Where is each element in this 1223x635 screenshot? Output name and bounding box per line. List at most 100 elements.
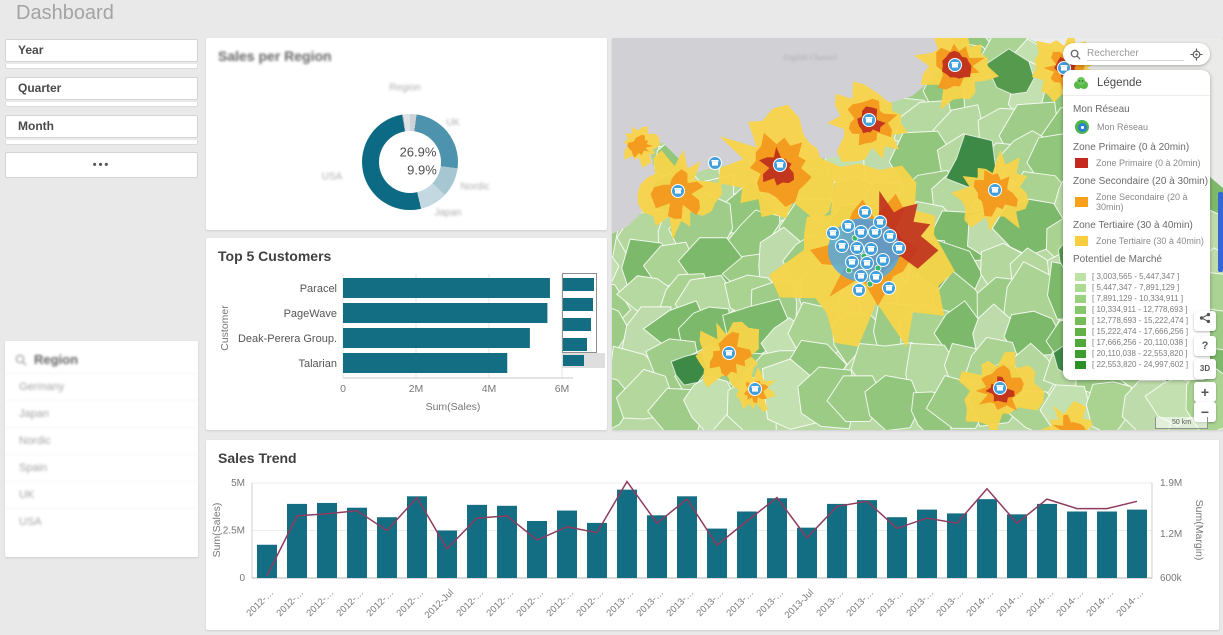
svg-text:2013-…: 2013-…	[634, 587, 666, 619]
legend-section-label: Zone Tertiaire (30 à 40min)	[1073, 220, 1193, 231]
top5-bar-1[interactable]	[343, 278, 550, 298]
region-listbox-title: Region	[34, 352, 79, 367]
map-zoom-in-button[interactable]: +	[1194, 382, 1216, 402]
filter-box-year[interactable]: Year	[5, 39, 198, 62]
map-store-marker[interactable]	[862, 113, 876, 127]
svg-text:2012-…: 2012-…	[514, 587, 546, 619]
map-store-marker[interactable]	[845, 255, 859, 269]
map-3d-button[interactable]: 3D	[1194, 359, 1216, 379]
map-store-marker[interactable]	[869, 270, 883, 284]
region-item-usa[interactable]: USA	[5, 508, 198, 535]
map-store-marker[interactable]	[993, 381, 1007, 395]
map-store-marker[interactable]	[860, 256, 874, 270]
top5-bar-3[interactable]	[343, 328, 530, 348]
map-store-marker[interactable]	[835, 239, 849, 253]
trend-bar[interactable]	[287, 503, 307, 578]
trend-bar[interactable]	[1127, 509, 1147, 578]
map-store-marker[interactable]	[671, 184, 685, 198]
map-search-bar[interactable]: Rechercher	[1063, 43, 1210, 65]
trend-bar[interactable]	[737, 511, 757, 579]
map-store-marker[interactable]	[876, 253, 890, 267]
market-potential-range: [ 7,891,129 - 10,334,911 ]	[1092, 294, 1184, 303]
trend-bar[interactable]	[497, 505, 517, 578]
map-store-marker[interactable]	[826, 226, 840, 240]
map-store-marker[interactable]	[773, 158, 787, 172]
trend-bar[interactable]	[347, 507, 367, 578]
trend-bar[interactable]	[527, 521, 547, 578]
trend-bar[interactable]	[257, 544, 277, 578]
trend-bar[interactable]	[767, 498, 787, 578]
map-store-marker[interactable]	[748, 382, 762, 396]
trend-margin-line[interactable]	[266, 480, 1138, 577]
trend-bar[interactable]	[647, 515, 667, 578]
trend-bar[interactable]	[797, 527, 817, 578]
trend-bar[interactable]	[617, 489, 637, 578]
trend-bar[interactable]	[1097, 511, 1117, 579]
top5-mini-bar	[563, 338, 588, 351]
donut-label-japan: Japan	[434, 207, 462, 219]
map-store-marker[interactable]	[988, 183, 1002, 197]
map-store-marker[interactable]	[708, 156, 722, 170]
trend-bar[interactable]	[827, 503, 847, 578]
map-search-placeholder[interactable]: Rechercher	[1087, 47, 1184, 61]
trend-bar[interactable]	[317, 502, 337, 578]
map-store-marker[interactable]	[873, 215, 887, 229]
trend-bar[interactable]	[467, 504, 487, 578]
map-store-marker[interactable]	[841, 219, 855, 233]
legend-item-label: Zone Secondaire (20 à 30min)	[1096, 192, 1188, 212]
filter-box-quarter[interactable]: Quarter	[5, 77, 198, 100]
trend-bar[interactable]	[407, 496, 427, 578]
trend-bar[interactable]	[1007, 514, 1027, 578]
market-potential-row: [ 7,891,129 - 10,334,911 ]	[1075, 293, 1210, 304]
trend-bar[interactable]	[587, 522, 607, 578]
map-store-marker[interactable]	[892, 241, 906, 255]
map-help-button[interactable]: ?	[1194, 336, 1216, 356]
filter-box-month[interactable]: Month	[5, 115, 198, 138]
map-store-marker[interactable]	[852, 283, 866, 297]
svg-text:2014-…: 2014-…	[1054, 587, 1086, 619]
sales-trend-combo-chart[interactable]: 02.5M5M600k1.2M1.9M2012-…2012-…2012-…201…	[206, 440, 1219, 630]
svg-text:2014-…: 2014-…	[964, 587, 996, 619]
map-store-marker[interactable]	[850, 241, 864, 255]
region-listbox-header[interactable]: Region	[5, 341, 198, 373]
map-store-marker[interactable]	[864, 242, 878, 256]
region-item-nordic[interactable]: Nordic	[5, 427, 198, 454]
trend-bar[interactable]	[947, 513, 967, 578]
map-card[interactable]: English Channel Rechercher Légende Mon R…	[612, 38, 1223, 430]
more-filters-button[interactable]: •••	[5, 152, 198, 178]
trend-bar[interactable]	[887, 517, 907, 578]
map-legend-panel[interactable]: Légende Mon Réseau Mon Réseau Zone Primair…	[1063, 70, 1210, 380]
trend-bar[interactable]	[437, 530, 457, 579]
trend-bar[interactable]	[857, 500, 877, 578]
scrollbar-thumb[interactable]	[1218, 192, 1223, 272]
map-store-marker[interactable]	[948, 58, 962, 72]
top5-bar-chart[interactable]: 0 2M 4M 6M Paracel PageWave Deak-Perera Group.…	[206, 238, 607, 430]
map-store-marker[interactable]	[854, 269, 868, 283]
svg-text:2.5M: 2.5M	[223, 526, 245, 537]
top5-bar-2[interactable]	[343, 303, 548, 323]
map-store-marker[interactable]	[882, 281, 896, 295]
trend-bar[interactable]	[1037, 503, 1057, 578]
trend-bar[interactable]	[557, 510, 577, 578]
map-store-marker[interactable]	[722, 346, 736, 360]
map-store-marker[interactable]	[854, 225, 868, 239]
trend-bar[interactable]	[677, 496, 697, 578]
trend-bar[interactable]	[707, 528, 727, 578]
region-item-spain[interactable]: Spain	[5, 454, 198, 481]
region-item-japan[interactable]: Japan	[5, 400, 198, 427]
locate-icon[interactable]	[1190, 47, 1203, 61]
top5-bar-4[interactable]	[343, 353, 508, 373]
trend-bar[interactable]	[377, 517, 397, 578]
map-store-marker[interactable]	[883, 229, 897, 243]
market-potential-row: [ 12,778,693 - 15,222,474 ]	[1075, 315, 1210, 326]
map-store-marker[interactable]	[858, 205, 872, 219]
map-share-button[interactable]	[1194, 311, 1216, 331]
region-item-germany[interactable]: Germany	[5, 373, 198, 400]
trend-bar[interactable]	[1067, 511, 1087, 579]
svg-text:2012-…: 2012-…	[364, 587, 396, 619]
trend-bar[interactable]	[917, 509, 937, 578]
svg-text:2013-…: 2013-…	[604, 587, 636, 619]
map-scale-bar: 50 km	[1155, 417, 1208, 429]
trend-bar[interactable]	[977, 499, 997, 578]
region-item-uk[interactable]: UK	[5, 481, 198, 508]
